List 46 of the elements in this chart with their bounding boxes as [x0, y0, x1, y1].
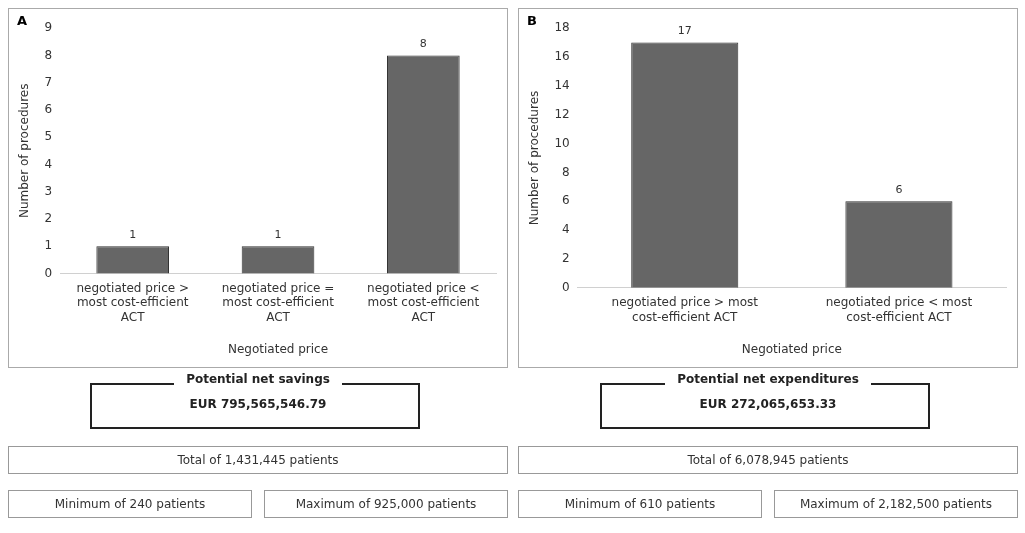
x-tick-label: negotiated price > most cost-efficient ACT — [611, 295, 759, 324]
y-tick-label: 9 — [44, 20, 53, 35]
x-tick-label: negotiated price = most cost-efficient ACT — [221, 280, 335, 324]
x-tick-label: negotiated price > most cost-efficient ACT — [76, 280, 189, 324]
text: Potential net expenditures — [665, 372, 871, 386]
data-label: 17 — [677, 23, 692, 37]
y-tick-label: 5 — [44, 129, 53, 144]
text-box: Total of 1,431,445 patients — [8, 446, 508, 474]
x-axis-title: Negotiated price — [227, 341, 329, 356]
text-box: Minimum of 240 patients — [8, 490, 252, 518]
y-tick-label: 4 — [562, 222, 570, 237]
y-axis-title: Number of procedures — [527, 90, 542, 226]
y-tick-label: 14 — [554, 78, 570, 93]
text: EUR 795,565,546.79 — [188, 397, 328, 411]
data-label: 8 — [419, 36, 427, 50]
y-tick-label: 10 — [554, 135, 570, 150]
y-tick-label: 16 — [554, 49, 570, 64]
y-tick-label: 6 — [44, 102, 53, 117]
data-label: 6 — [895, 182, 903, 196]
text-box: Total of 6,078,945 patients — [518, 446, 1018, 474]
y-tick-label: 0 — [562, 279, 570, 294]
x-tick-label: negotiated price < most cost-efficient ACT — [825, 295, 973, 324]
y-tick-label: 4 — [44, 156, 53, 171]
data-label: 1 — [129, 227, 137, 241]
data-label: 1 — [274, 227, 282, 241]
text: Potential net savings — [174, 372, 342, 386]
y-tick-label: 18 — [554, 20, 570, 35]
y-tick-label: 6 — [562, 193, 570, 208]
chart-title: B — [527, 13, 537, 28]
y-tick-label: 12 — [554, 106, 570, 121]
y-tick-label: 8 — [562, 164, 570, 179]
text-box: Minimum of 610 patients — [518, 490, 762, 518]
text: EUR 272,065,653.33 — [698, 397, 838, 411]
y-tick-label: 0 — [44, 265, 53, 280]
y-tick-label: 7 — [44, 74, 53, 89]
x-tick-label: negotiated price < most cost-efficient ACT — [367, 280, 480, 324]
y-axis-title: Number of procedures — [17, 83, 32, 219]
text-box: Maximum of 2,182,500 patients — [774, 490, 1018, 518]
text-box: Maximum of 925,000 patients — [264, 490, 508, 518]
y-tick-label: 8 — [44, 47, 53, 62]
y-tick-label: 2 — [562, 251, 570, 266]
x-axis-title: Negotiated price — [741, 341, 842, 356]
y-tick-label: 3 — [44, 183, 53, 198]
y-tick-label: 2 — [44, 211, 53, 226]
y-tick-label: 1 — [44, 238, 53, 253]
chart-title: A — [17, 13, 28, 28]
